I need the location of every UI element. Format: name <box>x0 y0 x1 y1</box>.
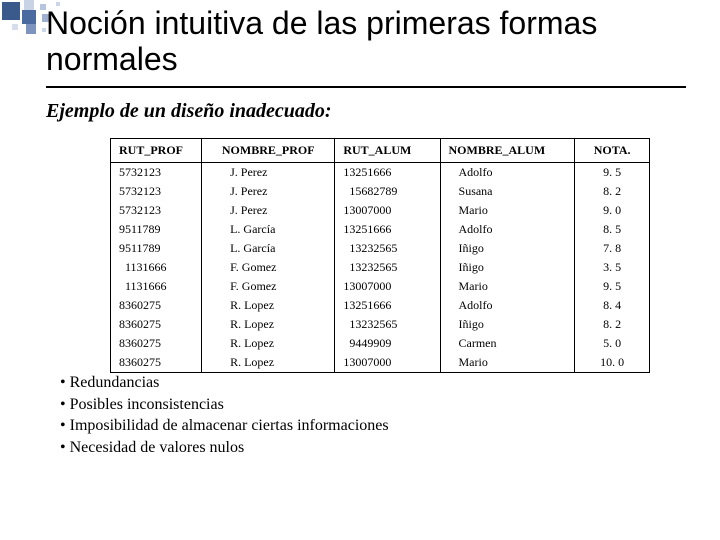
table-cell: Iñigo <box>440 239 575 258</box>
slide-title: Noción intuitiva de las primeras formas … <box>46 6 700 78</box>
table-cell: Adolfo <box>440 220 575 239</box>
table-row: 5732123J. Perez13007000Mario9. 0 <box>111 201 650 220</box>
table-cell: L. García <box>202 220 335 239</box>
table-row: 1131666F. Gomez13007000Mario9. 5 <box>111 277 650 296</box>
table-row: 8360275R. Lopez13251666Adolfo8. 4 <box>111 296 650 315</box>
table-cell: 8. 2 <box>575 315 650 334</box>
table-cell: 13232565 <box>335 315 440 334</box>
table-row: 5732123J. Perez13251666Adolfo9. 5 <box>111 163 650 183</box>
table-cell: Carmen <box>440 334 575 353</box>
bullet-item: Posibles inconsistencias <box>60 394 389 416</box>
table-cell: 8360275 <box>111 334 202 353</box>
table-cell: Mario <box>440 277 575 296</box>
table-cell: 5732123 <box>111 201 202 220</box>
title-underline <box>46 86 686 88</box>
table-cell: J. Perez <box>202 163 335 183</box>
table-cell: 13007000 <box>335 201 440 220</box>
table-cell: Iñigo <box>440 315 575 334</box>
table-cell: F. Gomez <box>202 277 335 296</box>
table-row: 1131666F. Gomez 13232565Iñigo3. 5 <box>111 258 650 277</box>
table-cell: 8. 5 <box>575 220 650 239</box>
table-row: 8360275R. Lopez13007000Mario10. 0 <box>111 353 650 373</box>
table-cell: R. Lopez <box>202 353 335 373</box>
table-cell: R. Lopez <box>202 334 335 353</box>
table-cell: 15682789 <box>335 182 440 201</box>
table-cell: 13007000 <box>335 277 440 296</box>
bullet-item: Redundancias <box>60 372 389 394</box>
table-cell: Adolfo <box>440 296 575 315</box>
table-cell: 3. 5 <box>575 258 650 277</box>
table-cell: Adolfo <box>440 163 575 183</box>
table-row: 8360275R. Lopez 9449909Carmen5. 0 <box>111 334 650 353</box>
table-row: 8360275R. Lopez 13232565Iñigo8. 2 <box>111 315 650 334</box>
table-cell: R. Lopez <box>202 315 335 334</box>
slide: Noción intuitiva de las primeras formas … <box>0 0 720 540</box>
table-cell: Mario <box>440 201 575 220</box>
table-header-row: RUT_PROF NOMBRE_PROF RUT_ALUM NOMBRE_ALU… <box>111 139 650 163</box>
table-cell: 9511789 <box>111 220 202 239</box>
table-cell: Mario <box>440 353 575 373</box>
col-header: NOMBRE_PROF <box>202 139 335 163</box>
table-cell: 9511789 <box>111 239 202 258</box>
col-header: NOMBRE_ALUM <box>440 139 575 163</box>
table-cell: 13232565 <box>335 258 440 277</box>
table-cell: J. Perez <box>202 182 335 201</box>
table-cell: 9449909 <box>335 334 440 353</box>
col-header: RUT_PROF <box>111 139 202 163</box>
table-cell: 13251666 <box>335 296 440 315</box>
table-cell: 1131666 <box>111 277 202 296</box>
table-row: 5732123J. Perez 15682789Susana8. 2 <box>111 182 650 201</box>
table-cell: 8360275 <box>111 315 202 334</box>
col-header: NOTA. <box>575 139 650 163</box>
table-cell: 13251666 <box>335 163 440 183</box>
table-cell: 9. 0 <box>575 201 650 220</box>
table-cell: 7. 8 <box>575 239 650 258</box>
table-cell: 9. 5 <box>575 163 650 183</box>
table-row: 9511789L. García 13232565Iñigo7. 8 <box>111 239 650 258</box>
table-cell: 8. 2 <box>575 182 650 201</box>
table-cell: 5. 0 <box>575 334 650 353</box>
table-cell: 9. 5 <box>575 277 650 296</box>
table-cell: L. García <box>202 239 335 258</box>
bullet-item: Necesidad de valores nulos <box>60 437 389 459</box>
table-cell: 13007000 <box>335 353 440 373</box>
bullet-list: Redundancias Posibles inconsistencias Im… <box>60 372 389 458</box>
table-cell: 8. 4 <box>575 296 650 315</box>
table-cell: 10. 0 <box>575 353 650 373</box>
table-cell: J. Perez <box>202 201 335 220</box>
slide-subtitle: Ejemplo de un diseño inadecuado: <box>46 100 332 123</box>
table-cell: F. Gomez <box>202 258 335 277</box>
table-cell: 1131666 <box>111 258 202 277</box>
data-table-container: RUT_PROF NOMBRE_PROF RUT_ALUM NOMBRE_ALU… <box>110 138 650 373</box>
col-header: RUT_ALUM <box>335 139 440 163</box>
table-cell: R. Lopez <box>202 296 335 315</box>
table-cell: 8360275 <box>111 353 202 373</box>
table-row: 9511789L. García13251666Adolfo8. 5 <box>111 220 650 239</box>
table-cell: Iñigo <box>440 258 575 277</box>
bullet-item: Imposibilidad de almacenar ciertas infor… <box>60 415 389 437</box>
table-cell: 8360275 <box>111 296 202 315</box>
table-cell: 13251666 <box>335 220 440 239</box>
table-cell: 13232565 <box>335 239 440 258</box>
table-cell: 5732123 <box>111 163 202 183</box>
data-table: RUT_PROF NOMBRE_PROF RUT_ALUM NOMBRE_ALU… <box>110 138 650 373</box>
table-cell: Susana <box>440 182 575 201</box>
table-cell: 5732123 <box>111 182 202 201</box>
